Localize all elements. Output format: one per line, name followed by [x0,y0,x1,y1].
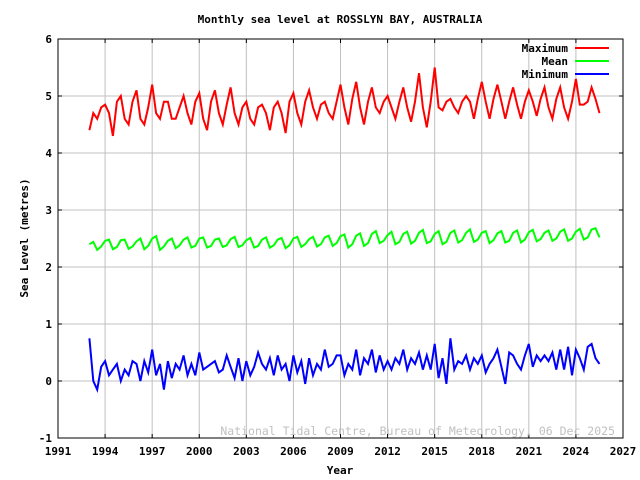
x-tick-label: 2012 [374,445,401,458]
axis-ticks: 1991 1994 1997 2000 2003 2006 2009 2012 2015 2018… [39,33,637,458]
x-tick-label: 2021 [516,445,543,458]
x-axis-label: Year [327,464,354,477]
x-tick-label: 1997 [139,445,166,458]
series-lines [88,67,601,393]
y-tick-label: -1 [39,432,53,445]
series-line-maximum [88,67,601,137]
y-tick-label: 0 [45,375,52,388]
x-tick-label: 1994 [92,445,119,458]
y-tick-label: 6 [45,33,52,46]
x-tick-label: 1991 [45,445,72,458]
x-tick-label: 2009 [327,445,354,458]
series-line-minimum [88,338,601,393]
y-tick-label: 2 [45,261,52,274]
x-tick-label: 2006 [280,445,307,458]
y-tick-label: 1 [45,318,52,331]
grid [58,39,623,438]
x-tick-label: 2000 [186,445,213,458]
x-tick-label: 2018 [469,445,496,458]
legend-label-mean: Mean [542,55,569,68]
y-axis-label: Sea Level (metres) [18,178,31,297]
x-tick-label: 2003 [233,445,260,458]
x-tick-label: 2027 [610,445,637,458]
y-tick-label: 3 [45,204,52,217]
x-tick-label: 2024 [563,445,590,458]
y-tick-label: 4 [45,147,52,160]
legend-label-maximum: Maximum [522,42,569,55]
legend-label-minimum: Minimum [522,68,569,81]
series-line-mean [88,226,601,252]
chart-title: Monthly sea level at ROSSLYN BAY, AUSTRA… [198,13,483,26]
watermark: National Tidal Centre, Bureau of Meteoro… [220,424,615,438]
y-tick-label: 5 [45,90,52,103]
x-tick-label: 2015 [421,445,448,458]
